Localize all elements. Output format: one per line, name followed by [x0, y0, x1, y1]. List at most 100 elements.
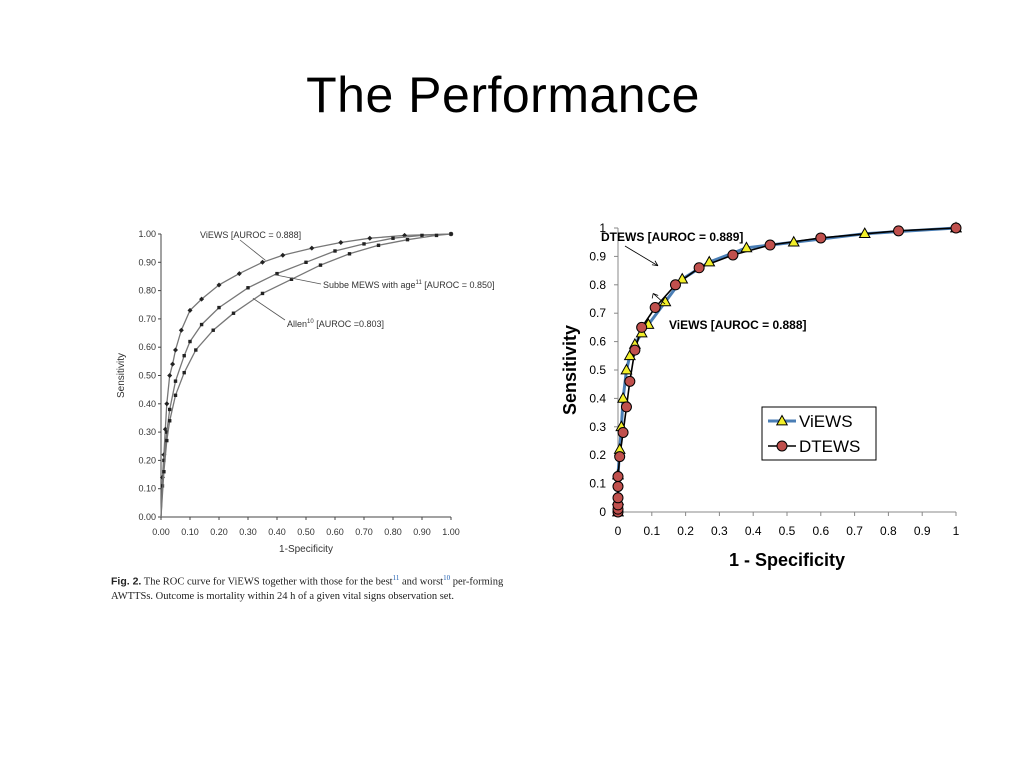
- left-views-marker: [280, 252, 286, 258]
- right-x-tick-label: 0.9: [914, 524, 931, 538]
- left-series-line: [160, 233, 452, 518]
- left-series-marker: [391, 236, 395, 240]
- left-y-tick-label: 0.80: [138, 286, 156, 296]
- left-series-marker: [449, 232, 453, 236]
- left-series-marker: [304, 260, 308, 264]
- left-y-tick-label: 0.70: [138, 314, 156, 324]
- right-roc-chart: 0 0.1 0.2 0.3 0.4 0.5 0.6 0.7 0.8 0.9 1 0 0.1 0.2 0.3 0…: [560, 221, 963, 570]
- left-views-marker: [164, 401, 170, 407]
- right-y-tick-label: 0.2: [589, 448, 606, 462]
- left-x-tick-label: 0.80: [384, 527, 402, 537]
- right-x-tick-label: 1: [953, 524, 960, 538]
- right-dtews-marker: [629, 344, 641, 356]
- left-annotation-subbe-sup: 11: [416, 280, 423, 286]
- left-x-tick-label: 0.90: [413, 527, 431, 537]
- right-dtews-marker: [893, 225, 905, 237]
- left-series-marker: [188, 339, 192, 344]
- left-views-marker: [173, 347, 178, 353]
- figure-caption: Fig. 2. The ROC curve for ViEWS together…: [111, 571, 521, 604]
- left-series-marker: [199, 322, 204, 327]
- left-series-marker: [231, 311, 236, 315]
- right-y-tick-label: 0.7: [589, 306, 606, 320]
- right-annotation-views-arrowhead: [651, 293, 659, 299]
- left-series-marker: [420, 233, 424, 238]
- left-series-marker: [168, 419, 172, 423]
- right-dtews-marker: [612, 480, 624, 492]
- right-x-tick-label: 0.4: [745, 524, 762, 538]
- left-x-tick-label: 0.00: [152, 527, 170, 537]
- left-y-tick-label: 0.30: [138, 427, 156, 437]
- left-annotation-views: ViEWS [AUROC = 0.888]: [200, 230, 301, 240]
- left-series-marker: [434, 233, 439, 238]
- left-series-marker: [194, 348, 198, 352]
- left-annotation-subbe-text: Subbe MEWS with age: [323, 280, 416, 290]
- right-y-tick-label: 0.9: [589, 249, 606, 263]
- left-x-tick-label: 0.70: [355, 527, 373, 537]
- right-dtews-marker: [727, 249, 739, 261]
- left-x-tick-label: 1.00: [442, 527, 460, 537]
- right-dtews-marker: [636, 321, 648, 333]
- right-x-tick-label: 0.3: [711, 524, 728, 538]
- left-annotation-allen-arrow: [252, 297, 286, 321]
- left-series-marker: [168, 407, 172, 412]
- right-x-axis-label: 1 - Specificity: [729, 550, 845, 570]
- right-y-tick-label: 0.5: [589, 363, 606, 377]
- left-x-tick-label: 0.30: [239, 527, 257, 537]
- left-series-marker: [289, 277, 294, 281]
- right-dtews-marker: [649, 302, 661, 314]
- right-dtews-marker: [693, 262, 705, 274]
- right-y-tick-label: 0.8: [589, 278, 606, 292]
- right-y-tick-label: 0.1: [589, 477, 606, 491]
- left-series-marker: [347, 252, 352, 256]
- left-x-axis-label: 1-Specificity: [279, 544, 333, 555]
- left-series-marker: [318, 263, 323, 267]
- left-y-tick-label: 0.50: [138, 371, 156, 381]
- left-series-marker: [162, 470, 166, 474]
- right-dtews-marker: [815, 232, 827, 244]
- left-views-marker: [236, 271, 242, 277]
- left-series-line: [160, 233, 452, 518]
- right-views-marker: [858, 227, 871, 239]
- right-y-tick-label: 0.6: [589, 335, 606, 349]
- left-series-marker: [275, 271, 279, 276]
- left-views-marker: [178, 327, 184, 333]
- left-series-marker: [217, 305, 221, 310]
- left-views-marker: [367, 235, 373, 241]
- left-annotation-views-arrow: [239, 239, 266, 261]
- left-annotation-subbe: Subbe MEWS with age11 [AUROC = 0.850]: [323, 280, 495, 290]
- caption-ref-best: 11: [392, 574, 400, 582]
- slide-title: The Performance: [306, 67, 700, 123]
- left-x-tick-label: 0.40: [268, 527, 286, 537]
- right-legend-views-marker: [775, 414, 789, 426]
- left-views-marker: [309, 245, 315, 251]
- left-y-tick-label: 0.20: [138, 455, 156, 465]
- left-views-marker: [338, 239, 344, 245]
- right-dtews-marker: [764, 239, 776, 251]
- left-annotation-subbe-suffix: [AUROC = 0.850]: [422, 280, 495, 290]
- left-views-marker: [260, 259, 265, 265]
- right-views-marker: [703, 255, 716, 267]
- right-dtews-marker: [617, 426, 629, 438]
- left-views-marker: [167, 373, 173, 378]
- right-legend-views-label: ViEWS: [799, 412, 853, 431]
- right-dtews-marker: [620, 401, 632, 413]
- left-views-marker: [199, 296, 205, 302]
- right-views-marker: [676, 272, 689, 284]
- right-y-tick-label: 0.4: [589, 391, 606, 405]
- right-dtews-marker: [614, 451, 626, 463]
- right-dtews-marker: [612, 492, 624, 504]
- right-annotation-dtews-arrowhead: [651, 260, 659, 267]
- left-roc-chart: 0.00 0.10 0.20 0.30 0.40 0.50 0.60 0.70 0.80 0.90…: [116, 229, 495, 555]
- caption-ref-worst: 10: [443, 574, 451, 582]
- left-series-marker: [173, 379, 178, 383]
- left-series-marker: [165, 430, 169, 434]
- right-x-tick-label: 0.8: [880, 524, 897, 538]
- right-x-tick-label: 0: [615, 524, 622, 538]
- right-views-marker: [620, 363, 633, 375]
- left-x-tick-label: 0.60: [326, 527, 344, 537]
- left-y-tick-label: 1.00: [138, 229, 156, 239]
- left-series-marker: [376, 243, 381, 248]
- left-y-tick-label: 0.90: [138, 257, 156, 267]
- right-annotation-views: ViEWS [AUROC = 0.888]: [669, 318, 806, 332]
- right-dtews-marker: [612, 471, 624, 482]
